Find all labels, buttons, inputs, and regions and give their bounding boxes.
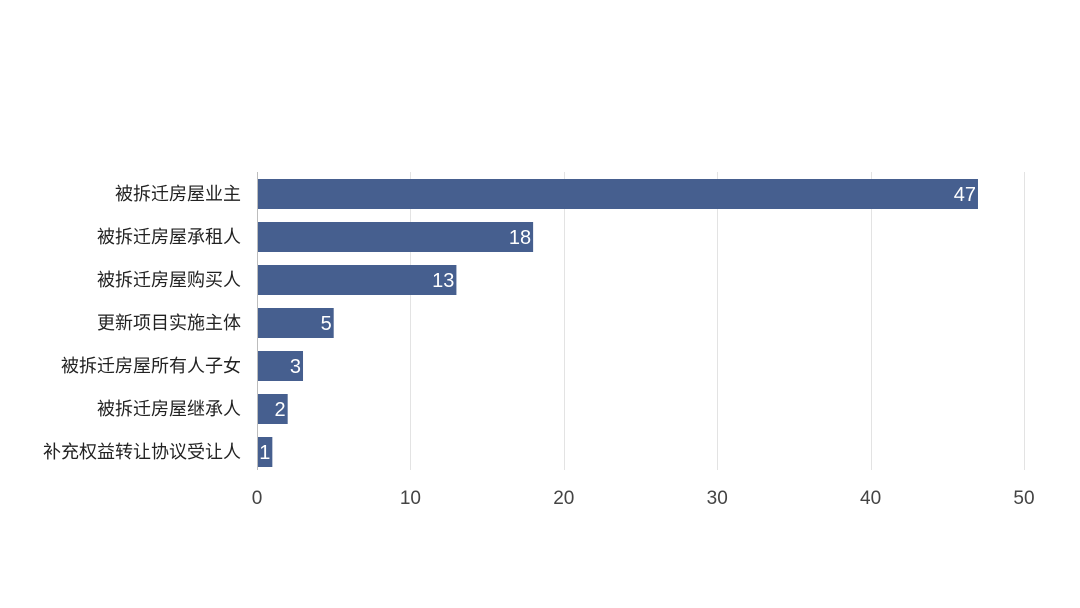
category-label-5: 被拆迁房屋继承人 [97, 399, 241, 420]
value-label-6: 1 [259, 442, 270, 464]
value-label-2: 13 [432, 270, 454, 292]
bar-4 [257, 351, 304, 381]
value-label-4: 3 [290, 356, 301, 378]
bar-5 [257, 394, 288, 424]
category-label-6: 补充权益转让协议受让人 [43, 442, 241, 463]
value-label-0: 47 [954, 184, 976, 206]
bar-1 [257, 222, 534, 252]
bar-6 [257, 437, 273, 467]
x-tick-label-30: 30 [707, 488, 728, 509]
x-tick-label-40: 40 [860, 488, 881, 509]
bar-3 [257, 308, 334, 338]
x-tick-label-10: 10 [400, 488, 421, 509]
gridlines [410, 172, 1025, 470]
bars [257, 179, 978, 467]
value-label-1: 18 [509, 227, 531, 249]
x-tick-label-50: 50 [1013, 488, 1034, 509]
x-tick-label-20: 20 [553, 488, 574, 509]
x-tick-labels: 0 10 20 30 40 50 [252, 488, 1035, 509]
category-label-0: 被拆迁房屋业主 [115, 184, 241, 205]
value-label-5: 2 [275, 399, 286, 421]
category-labels: 被拆迁房屋业主被拆迁房屋承租人被拆迁房屋购买人更新项目实施主体被拆迁房屋所有人子… [43, 184, 241, 463]
bar-0 [257, 179, 978, 209]
value-label-3: 5 [321, 313, 332, 335]
bar-2 [257, 265, 457, 295]
x-tick-label-0: 0 [252, 488, 263, 509]
category-label-3: 更新项目实施主体 [97, 313, 241, 334]
category-label-2: 被拆迁房屋购买人 [97, 270, 241, 291]
category-label-4: 被拆迁房屋所有人子女 [61, 356, 241, 377]
category-label-1: 被拆迁房屋承租人 [97, 227, 241, 248]
